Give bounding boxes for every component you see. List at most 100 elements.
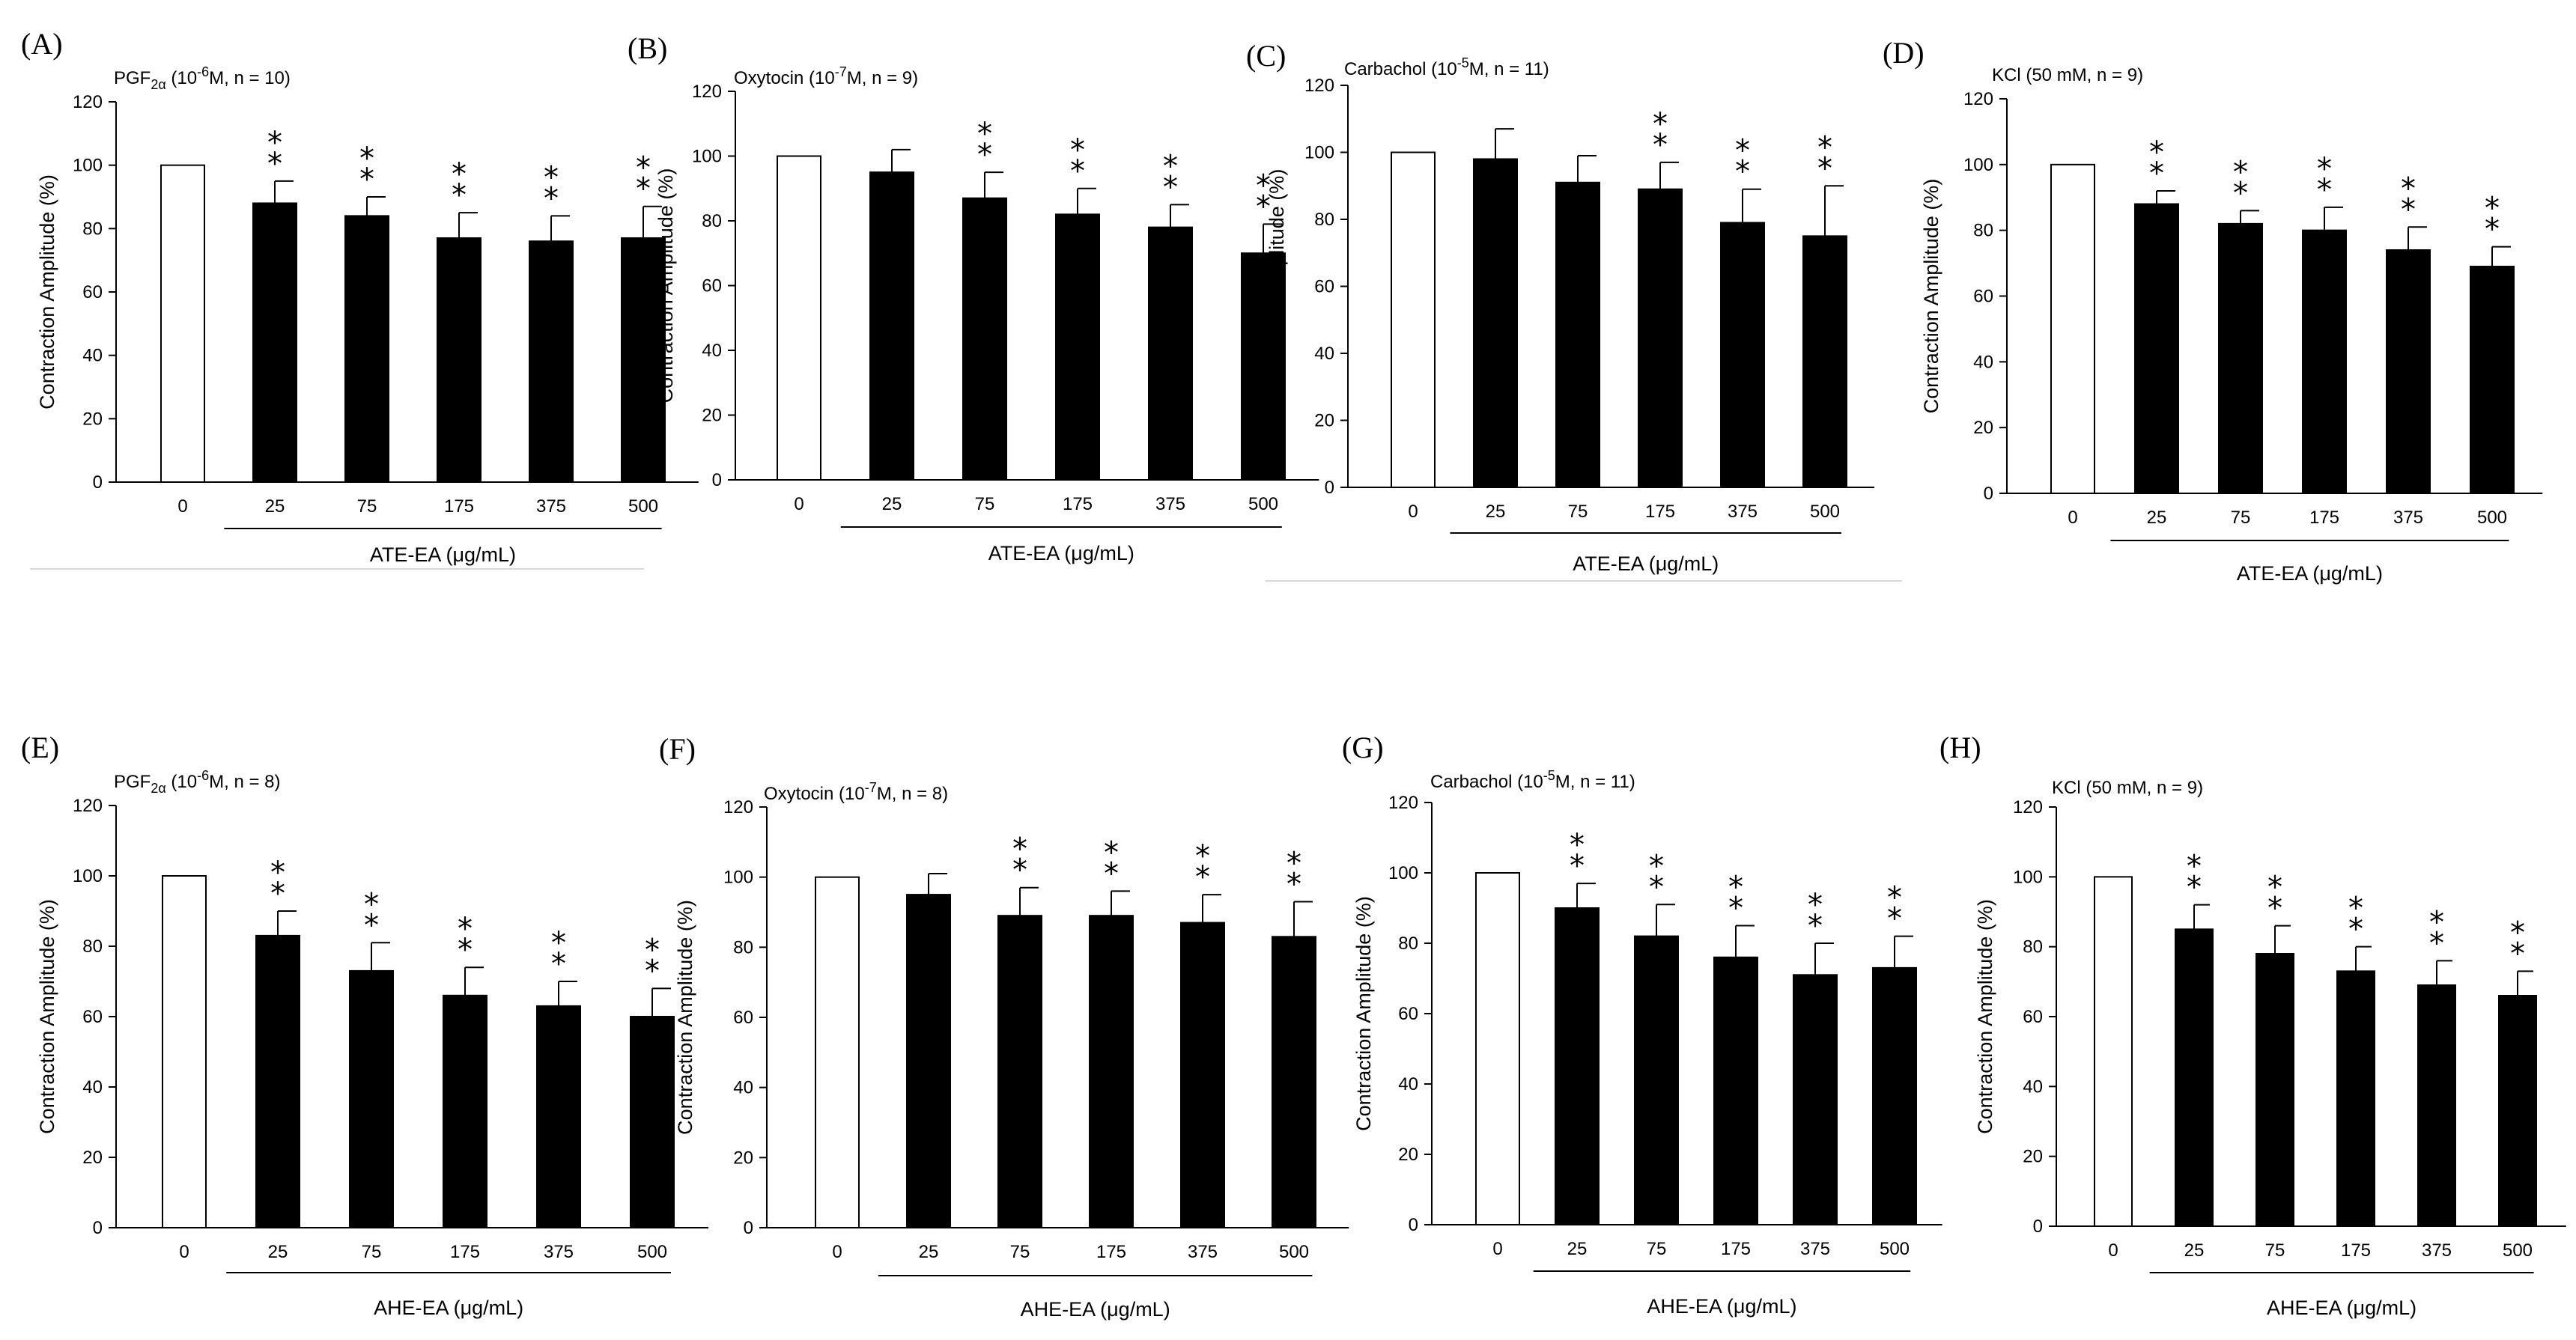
chart-panel-c: (C) Carbachol (10-5M, n = 11) 0 20 40 60 80 100…: [1246, 39, 1902, 582]
panel-label: (B): [628, 31, 667, 65]
significance-star: *: [359, 162, 374, 197]
significance-star: *: [2149, 135, 2164, 170]
significance-star: *: [1817, 151, 1832, 186]
significance-star: *: [1887, 902, 1902, 937]
significance-star: *: [267, 147, 282, 181]
panel-label: (E): [21, 731, 59, 764]
panel-label: (H): [1939, 731, 1981, 764]
y-tick-label: 40: [702, 341, 722, 361]
significance-star: *: [1256, 168, 1271, 203]
significance-star: *: [977, 138, 992, 172]
y-tick-label: 20: [82, 409, 103, 429]
bar-0: [815, 876, 860, 1228]
significance-star: *: [2401, 171, 2416, 206]
x-tick-label: 0: [794, 494, 804, 514]
x-tick-label: 25: [268, 1242, 288, 1262]
chart-panel-f: (F) Oxytocin (10-7M, n = 8) 0 20 40 60 80 100 12…: [659, 732, 1349, 1321]
bar-25: [2175, 928, 2214, 1228]
x-tick-label: 500: [1880, 1239, 1910, 1259]
x-tick-label: 375: [2393, 508, 2423, 528]
significance-star: *: [458, 933, 473, 967]
chart-panel-a: (A) PGF2α (10-6M, n = 10) 0 20 40 60 80 100 120 C…: [21, 27, 699, 570]
bar-500: [1802, 235, 1847, 488]
bar-0: [2094, 876, 2133, 1228]
x-tick-label: 175: [1645, 502, 1675, 522]
condition-title: KCl (50 mM, n = 9): [1992, 65, 2143, 85]
bar-75: [962, 197, 1007, 481]
y-tick-label: 0: [93, 1218, 103, 1238]
x-tick-label: 25: [1486, 502, 1506, 522]
y-axis-label: Contraction Amplitude (%): [1974, 899, 1996, 1134]
y-tick-label: 60: [1973, 287, 1993, 307]
bar-500: [1241, 252, 1286, 481]
significance-star: *: [452, 178, 467, 213]
y-tick-label: 60: [82, 282, 103, 302]
significance-star: *: [544, 181, 559, 216]
bar-175: [1055, 213, 1100, 481]
significance-star: *: [1653, 128, 1668, 162]
y-tick-label: 120: [73, 796, 103, 816]
significance-star: *: [1887, 881, 1902, 916]
y-tick-label: 20: [733, 1148, 753, 1168]
bar-175: [1638, 188, 1683, 488]
y-axis-label: Contraction Amplitude (%): [36, 174, 58, 409]
bar-175: [443, 994, 487, 1229]
significance-star: *: [1287, 867, 1301, 901]
significance-star: *: [544, 160, 559, 195]
y-tick-label: 0: [2033, 1216, 2043, 1237]
condition-title: PGF2α (10-6M, n = 8): [114, 768, 281, 796]
x-tick-label: 25: [2147, 508, 2167, 528]
x-tick-label: 375: [1728, 502, 1758, 522]
y-tick-label: 40: [2023, 1076, 2043, 1097]
x-axis-label: AHE-EA (μg/mL): [374, 1297, 523, 1319]
panel-label: (C): [1246, 39, 1286, 73]
y-tick-label: 100: [1304, 143, 1334, 163]
y-axis-label: Contraction Amplitude (%): [36, 899, 58, 1134]
y-tick-label: 80: [82, 937, 103, 957]
significance-star: *: [1287, 846, 1301, 880]
x-tick-label: 375: [1155, 494, 1185, 514]
y-tick-label: 20: [1398, 1145, 1418, 1165]
bar-25: [906, 894, 951, 1229]
significance-star: *: [1808, 888, 1823, 922]
significance-star: *: [2348, 892, 2363, 926]
y-tick-label: 100: [1388, 863, 1418, 883]
significance-star: *: [1653, 107, 1668, 141]
bar-0: [2050, 163, 2095, 494]
significance-star: *: [364, 887, 379, 922]
x-tick-label: 25: [882, 494, 902, 514]
significance-star: *: [1104, 856, 1119, 891]
significance-star: *: [2510, 937, 2525, 971]
y-tick-label: 120: [1963, 89, 1993, 109]
significance-star: *: [2149, 156, 2164, 191]
condition-title: Carbachol (10-5M, n = 11): [1344, 55, 1549, 79]
bar-500: [2498, 995, 2537, 1227]
x-tick-label: 75: [362, 1242, 382, 1262]
x-tick-label: 75: [2265, 1240, 2285, 1261]
chart-panel-d: (D) KCl (50 mM, n = 9) 0 20 40 60 80 100 120 Cont…: [1883, 36, 2543, 585]
bar-375: [1793, 974, 1838, 1226]
y-tick-label: 80: [1314, 210, 1334, 230]
x-tick-label: 0: [177, 496, 187, 517]
significance-star: *: [636, 172, 651, 207]
bar-0: [162, 875, 207, 1228]
bar-175: [437, 237, 482, 483]
y-tick-label: 80: [1398, 934, 1418, 954]
y-tick-label: 0: [744, 1218, 753, 1238]
x-tick-label: 0: [2068, 508, 2077, 528]
x-tick-label: 75: [1010, 1242, 1030, 1262]
bar-75: [2218, 222, 2263, 494]
x-tick-label: 175: [1063, 494, 1093, 514]
x-axis-label: ATE-EA (μg/mL): [988, 542, 1134, 564]
x-tick-label: 25: [265, 496, 285, 517]
significance-star: *: [2233, 176, 2248, 210]
bar-75: [1555, 181, 1600, 488]
bar-375: [529, 240, 574, 483]
bar-175: [1713, 956, 1758, 1226]
y-tick-label: 120: [1388, 793, 1418, 813]
x-tick-label: 175: [2309, 508, 2339, 528]
significance-star: *: [1817, 130, 1832, 165]
x-tick-label: 375: [536, 496, 566, 517]
significance-star: *: [2429, 905, 2444, 939]
